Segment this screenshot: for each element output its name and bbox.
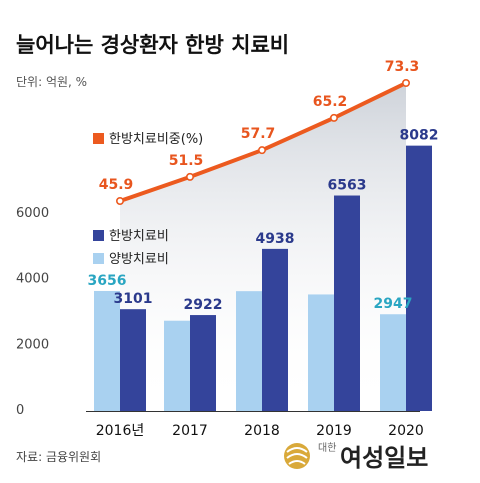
data-label-western-medicine: 2947	[374, 296, 413, 312]
bar-western-medicine	[164, 320, 190, 411]
bar-western-medicine	[236, 291, 262, 411]
x-tick-label: 2016년	[96, 423, 145, 439]
x-axis: 2016년 2017 2018 2019 2020	[96, 423, 424, 439]
data-label-ratio: 65.2	[313, 94, 348, 110]
legend-label-korean-medicine: 한방치료비	[109, 229, 169, 244]
y-tick-label: 2000	[16, 337, 49, 352]
bar-korean-medicine	[334, 195, 360, 411]
ratio-line-point	[116, 197, 125, 206]
x-tick-label: 2018	[244, 423, 280, 439]
ratio-line	[116, 79, 410, 206]
data-label-ratio: 45.9	[99, 177, 134, 193]
legend: 한방치료비중(%) 한방치료비 양방치료비	[93, 132, 203, 267]
x-tick-label: 2019	[316, 423, 352, 439]
legend-swatch-korean-medicine	[93, 230, 104, 241]
ratio-line-point	[186, 172, 195, 181]
legend-label-ratio: 한방치료비중(%)	[109, 132, 203, 147]
bar-western-medicine	[308, 294, 334, 411]
y-tick-label: 0	[16, 403, 24, 418]
ratio-line-point	[401, 79, 410, 88]
bar-korean-medicine	[262, 248, 288, 411]
chart-title: 늘어나는 경상환자 한방 치료비	[16, 33, 289, 57]
bar-korean-medicine	[190, 315, 216, 411]
source-label: 자료: 금융위원회	[16, 450, 101, 464]
y-tick-label: 6000	[16, 206, 49, 221]
data-labels: 3656 3101 2922 4938 6563 2947 8082 45.9 51.5 57.7…	[88, 59, 439, 313]
data-label-ratio: 73.3	[385, 59, 420, 75]
logo-small-text: 대한	[318, 442, 336, 454]
x-tick-label: 2020	[388, 423, 424, 439]
data-label-korean-medicine: 6563	[328, 178, 367, 194]
bars	[86, 145, 432, 412]
legend-swatch-ratio	[93, 133, 104, 144]
y-tick-label: 4000	[16, 272, 49, 287]
x-tick-label: 2017	[172, 423, 208, 439]
bar-korean-medicine	[120, 309, 146, 411]
y-axis: 0 2000 4000 6000	[16, 206, 49, 418]
ratio-line-point	[329, 113, 338, 122]
legend-label-western-medicine: 양방치료비	[109, 252, 169, 267]
data-label-korean-medicine: 4938	[256, 231, 295, 247]
ratio-line-point	[257, 146, 266, 155]
data-label-korean-medicine: 8082	[400, 128, 439, 144]
data-label-western-medicine: 3656	[88, 273, 127, 289]
logo-emblem-icon	[284, 443, 310, 469]
data-label-korean-medicine: 2922	[184, 297, 223, 313]
bar-western-medicine	[380, 314, 406, 411]
legend-swatch-western-medicine	[93, 253, 104, 264]
logo-text: 여성일보	[340, 444, 428, 472]
data-label-ratio: 51.5	[169, 153, 204, 169]
data-label-korean-medicine: 3101	[114, 291, 153, 307]
data-label-ratio: 57.7	[241, 126, 276, 142]
bar-western-medicine	[94, 290, 120, 411]
bar-korean-medicine	[406, 145, 432, 412]
logo: 대한 여성일보	[284, 442, 428, 472]
unit-label: 단위: 억원, %	[16, 75, 87, 89]
